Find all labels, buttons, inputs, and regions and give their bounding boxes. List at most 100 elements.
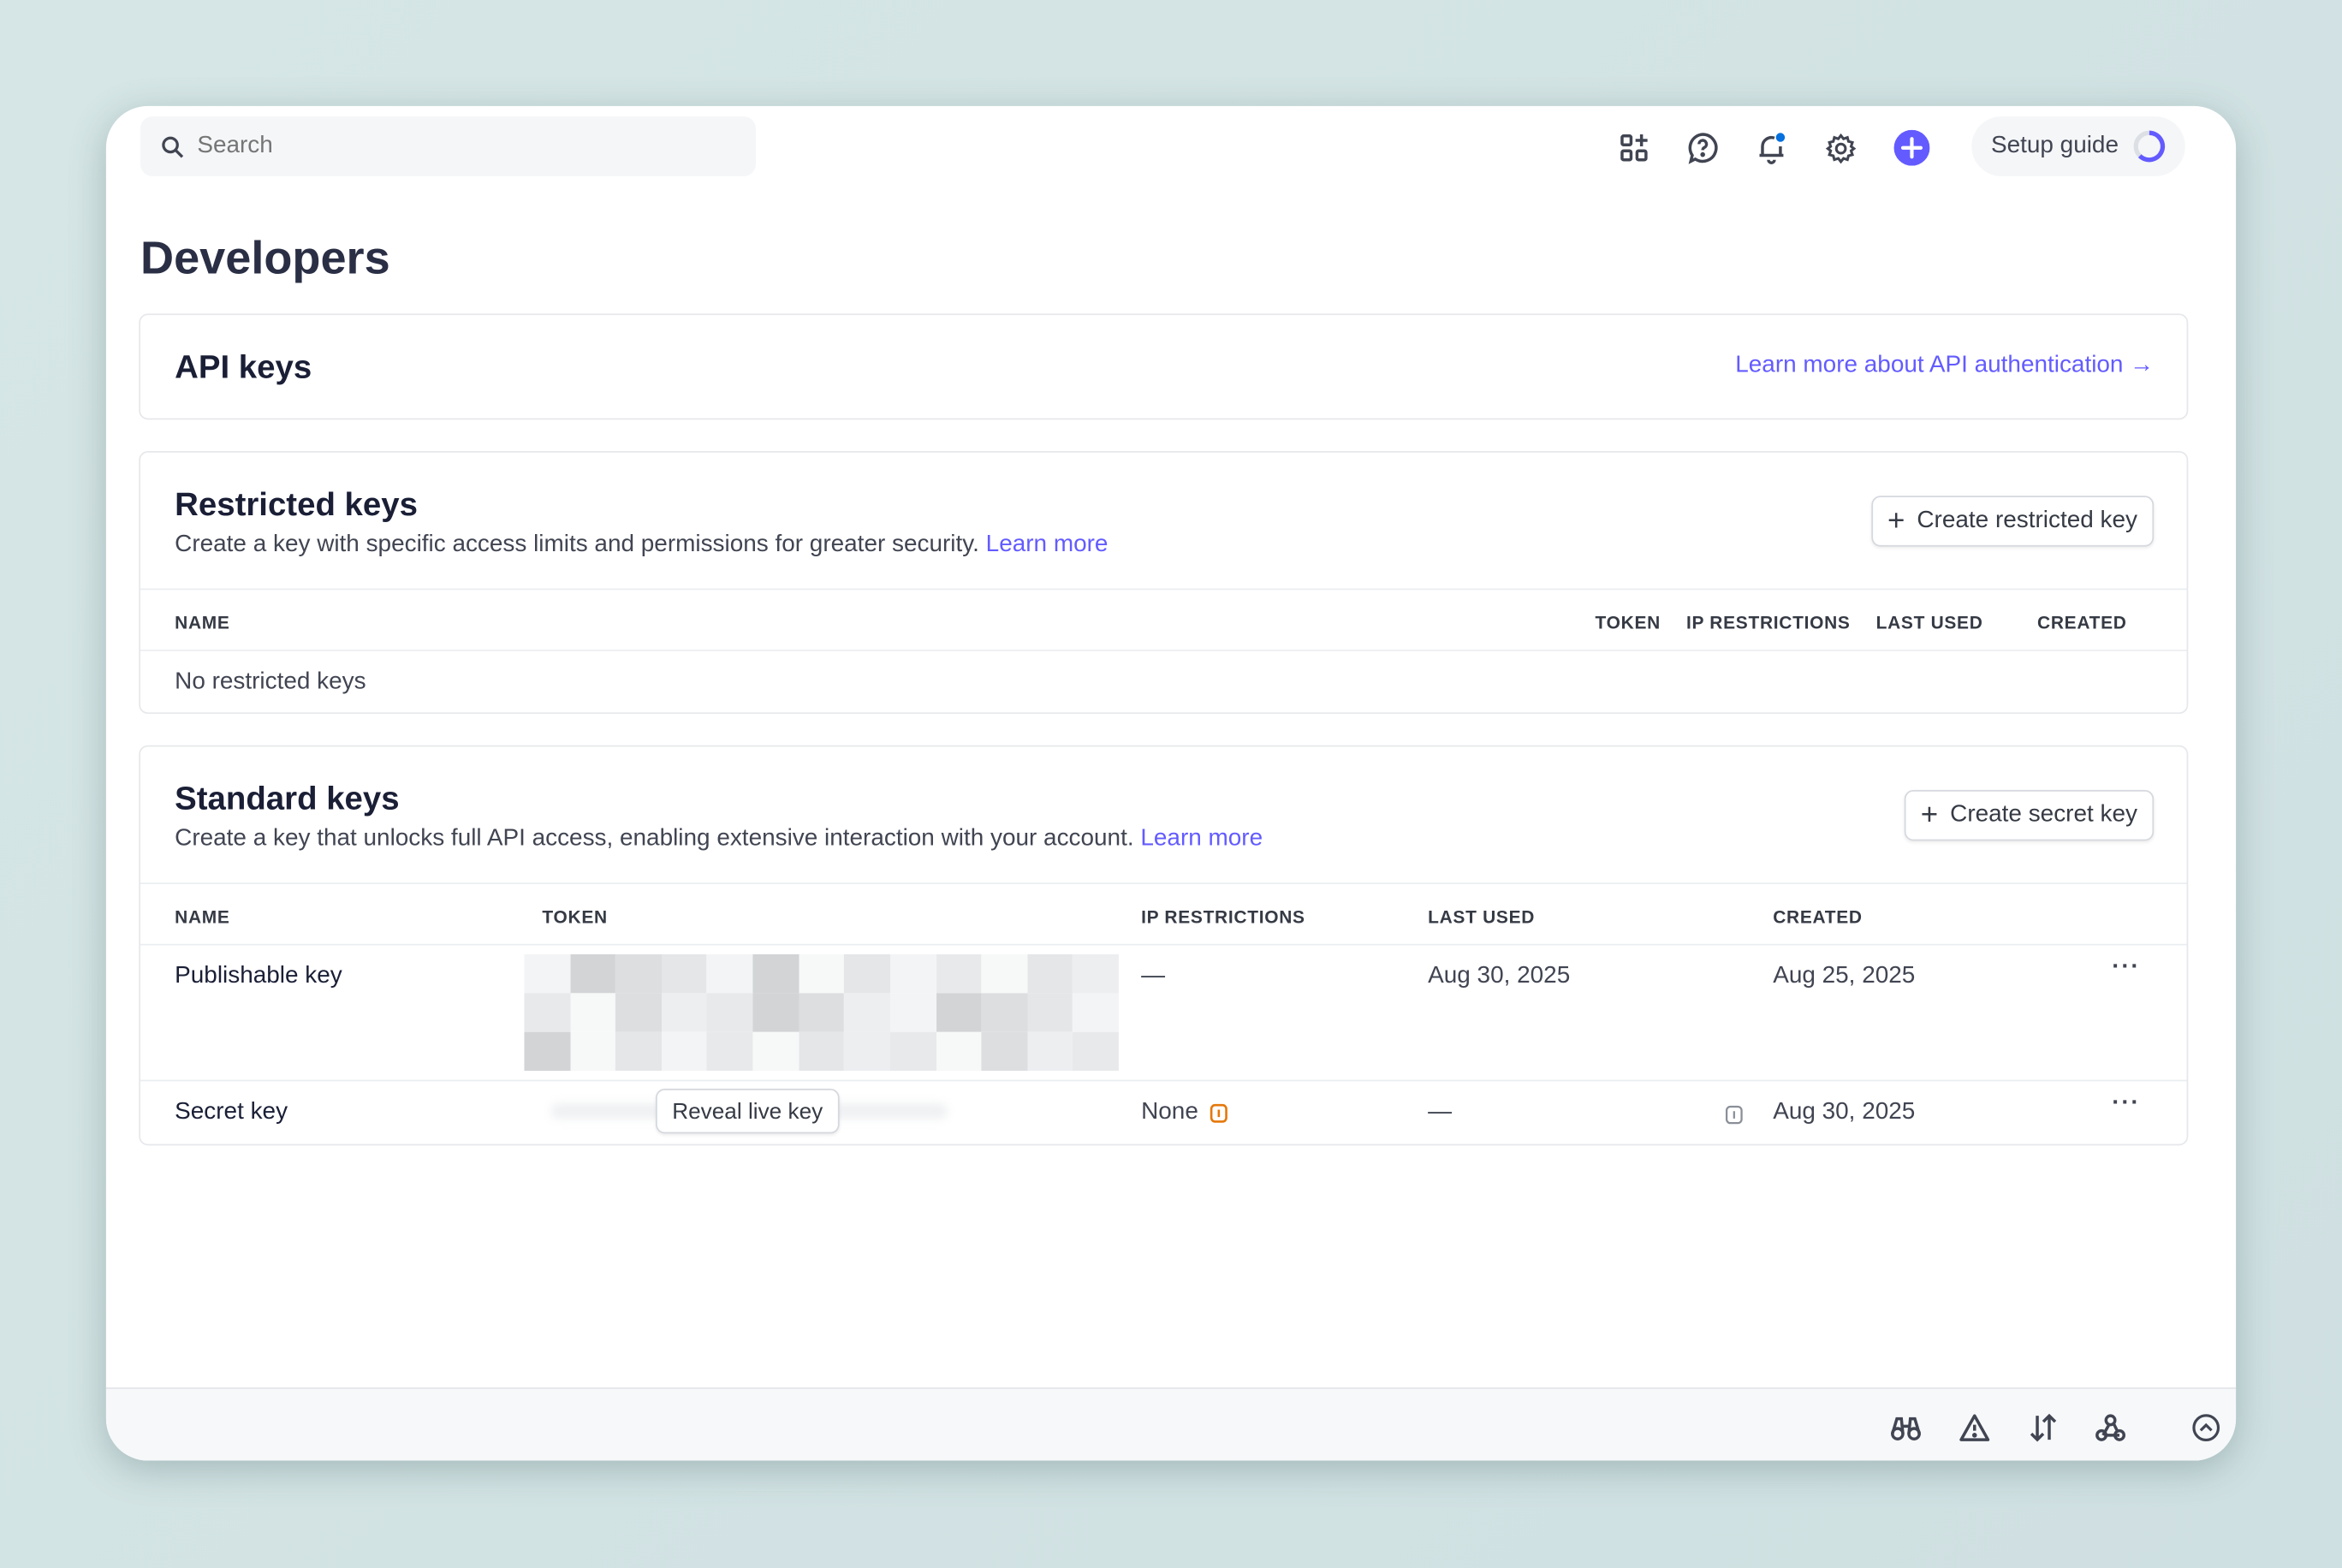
- sort-arrows-icon[interactable]: [2027, 1413, 2060, 1443]
- plus-icon: +: [1920, 798, 1939, 832]
- chevron-up-circle-icon[interactable]: [2190, 1413, 2222, 1443]
- redaction-pixel: [752, 953, 799, 994]
- redaction-pixel: [798, 953, 845, 994]
- redaction-pixel: [569, 953, 616, 994]
- redaction-pixel: [844, 953, 890, 994]
- notification-dot: [1775, 133, 1786, 142]
- key-name: Secret key: [175, 1099, 288, 1125]
- webhook-icon[interactable]: [2094, 1413, 2126, 1443]
- ip-restrictions: —: [1141, 963, 1166, 989]
- divider: [140, 588, 2187, 591]
- created: Aug 25, 2025: [1773, 963, 1916, 989]
- col-last-used: LAST USED: [1875, 612, 1983, 633]
- divider: [140, 943, 2187, 946]
- page-title: Developers: [140, 231, 390, 284]
- ip-restrictions: None: [1141, 1099, 1228, 1126]
- bell-icon[interactable]: [1754, 130, 1790, 166]
- create-secret-key-button[interactable]: + Create secret key: [1904, 790, 2155, 841]
- divider: [140, 650, 2187, 651]
- redaction-pixel: [707, 953, 753, 994]
- redaction-pixel: [615, 993, 662, 1032]
- redaction-pixel: [752, 993, 799, 1032]
- api-keys-title: API keys: [175, 347, 312, 386]
- redaction-pixel: [1027, 993, 1073, 1032]
- redaction-pixel: [889, 993, 936, 1032]
- search-icon: [162, 135, 184, 157]
- redaction-pixel: [1073, 1031, 1119, 1072]
- more-options-icon[interactable]: ···: [2112, 953, 2141, 980]
- setup-guide-label: Setup guide: [1990, 133, 2119, 158]
- redaction-pixel: [981, 993, 1028, 1032]
- col-token: TOKEN: [1595, 612, 1661, 633]
- warning-icon[interactable]: [1959, 1413, 1991, 1443]
- ip-value: None: [1141, 1099, 1198, 1125]
- last-used: Aug 30, 2025: [1428, 963, 1571, 989]
- footer-toolbar: [105, 1387, 2237, 1461]
- redaction-pixel: [1073, 993, 1119, 1032]
- api-auth-link[interactable]: Learn more about API authentication →: [1735, 352, 2155, 378]
- help-icon[interactable]: [1685, 130, 1721, 166]
- apps-add-icon[interactable]: [1616, 130, 1652, 166]
- col-ip-restrictions: IP RESTRICTIONS: [1141, 906, 1305, 928]
- redaction-pixel: [936, 1031, 982, 1072]
- redaction-pixel: [661, 1031, 708, 1072]
- search-bar[interactable]: [140, 116, 756, 176]
- redaction-pixel: [1027, 1031, 1073, 1072]
- more-options-icon[interactable]: ···: [2112, 1090, 2141, 1116]
- redaction-pixel: [798, 1031, 845, 1072]
- token-redacted[interactable]: [524, 953, 1119, 1072]
- create-restricted-key-button[interactable]: + Create restricted key: [1870, 496, 2155, 547]
- redaction-pixel: [844, 993, 890, 1032]
- col-created: CREATED: [2037, 612, 2127, 633]
- setup-guide-button[interactable]: Setup guide: [1971, 116, 2185, 176]
- redaction-pixel: [569, 993, 616, 1032]
- app-window: Setup guide Developers API keys Learn mo…: [105, 105, 2237, 1461]
- col-name: NAME: [175, 906, 230, 928]
- create-plus-button[interactable]: [1893, 129, 1930, 166]
- api-keys-card: API keys Learn more about API authentica…: [139, 313, 2189, 420]
- binoculars-icon[interactable]: [1889, 1413, 1922, 1443]
- redaction-pixel: [889, 953, 936, 994]
- learn-more-link[interactable]: Learn more: [1140, 825, 1263, 852]
- redaction-pixel: [1073, 953, 1119, 994]
- redaction-pixel: [661, 953, 708, 994]
- standard-keys-card: Standard keys Create a key that unlocks …: [139, 745, 2189, 1146]
- redaction-pixel: [1027, 953, 1073, 994]
- redaction-pixel: [569, 1031, 616, 1072]
- learn-more-link[interactable]: Learn more: [985, 532, 1109, 557]
- reveal-live-key-button[interactable]: Reveal live key: [656, 1089, 840, 1134]
- redaction-pixel: [707, 1031, 753, 1072]
- plus-icon: +: [1887, 503, 1905, 538]
- col-created: CREATED: [1773, 906, 1863, 928]
- description-text: Create a key with specific access limits…: [175, 532, 979, 557]
- divider: [140, 1079, 2187, 1082]
- warning-info-icon[interactable]: [1210, 1103, 1228, 1123]
- col-name: NAME: [175, 612, 230, 633]
- description-text: Create a key that unlocks full API acces…: [175, 825, 1134, 852]
- empty-state: No restricted keys: [175, 668, 366, 695]
- redaction-pixel: [752, 1031, 799, 1072]
- search-input[interactable]: [197, 133, 735, 160]
- standard-keys-description: Create a key that unlocks full API acces…: [175, 826, 1263, 852]
- progress-ring-icon: [2134, 130, 2166, 163]
- redaction-pixel: [615, 1031, 662, 1072]
- col-token: TOKEN: [542, 906, 608, 928]
- divider: [140, 882, 2187, 884]
- redaction-pixel: [889, 1031, 936, 1072]
- button-label: Create secret key: [1950, 802, 2137, 828]
- info-icon[interactable]: [1725, 1105, 1743, 1125]
- redaction-pixel: [661, 993, 708, 1032]
- col-ip-restrictions: IP RESTRICTIONS: [1685, 612, 1851, 633]
- table-row-publishable-key: Publishable key — Aug 30, 2025 Aug 25, 2…: [140, 946, 2187, 1080]
- redaction-pixel: [981, 953, 1028, 994]
- redaction-pixel: [615, 953, 662, 994]
- restricted-keys-description: Create a key with specific access limits…: [175, 532, 1108, 558]
- gear-icon[interactable]: [1822, 130, 1858, 166]
- redaction-pixel: [524, 993, 570, 1032]
- redaction-pixel: [936, 953, 982, 994]
- redaction-pixel: [844, 1031, 890, 1072]
- redaction-pixel: [524, 953, 570, 994]
- restricted-keys-card: Restricted keys Create a key with specif…: [139, 450, 2189, 715]
- redaction-pixel: [981, 1031, 1028, 1072]
- redaction-pixel: [524, 1031, 570, 1072]
